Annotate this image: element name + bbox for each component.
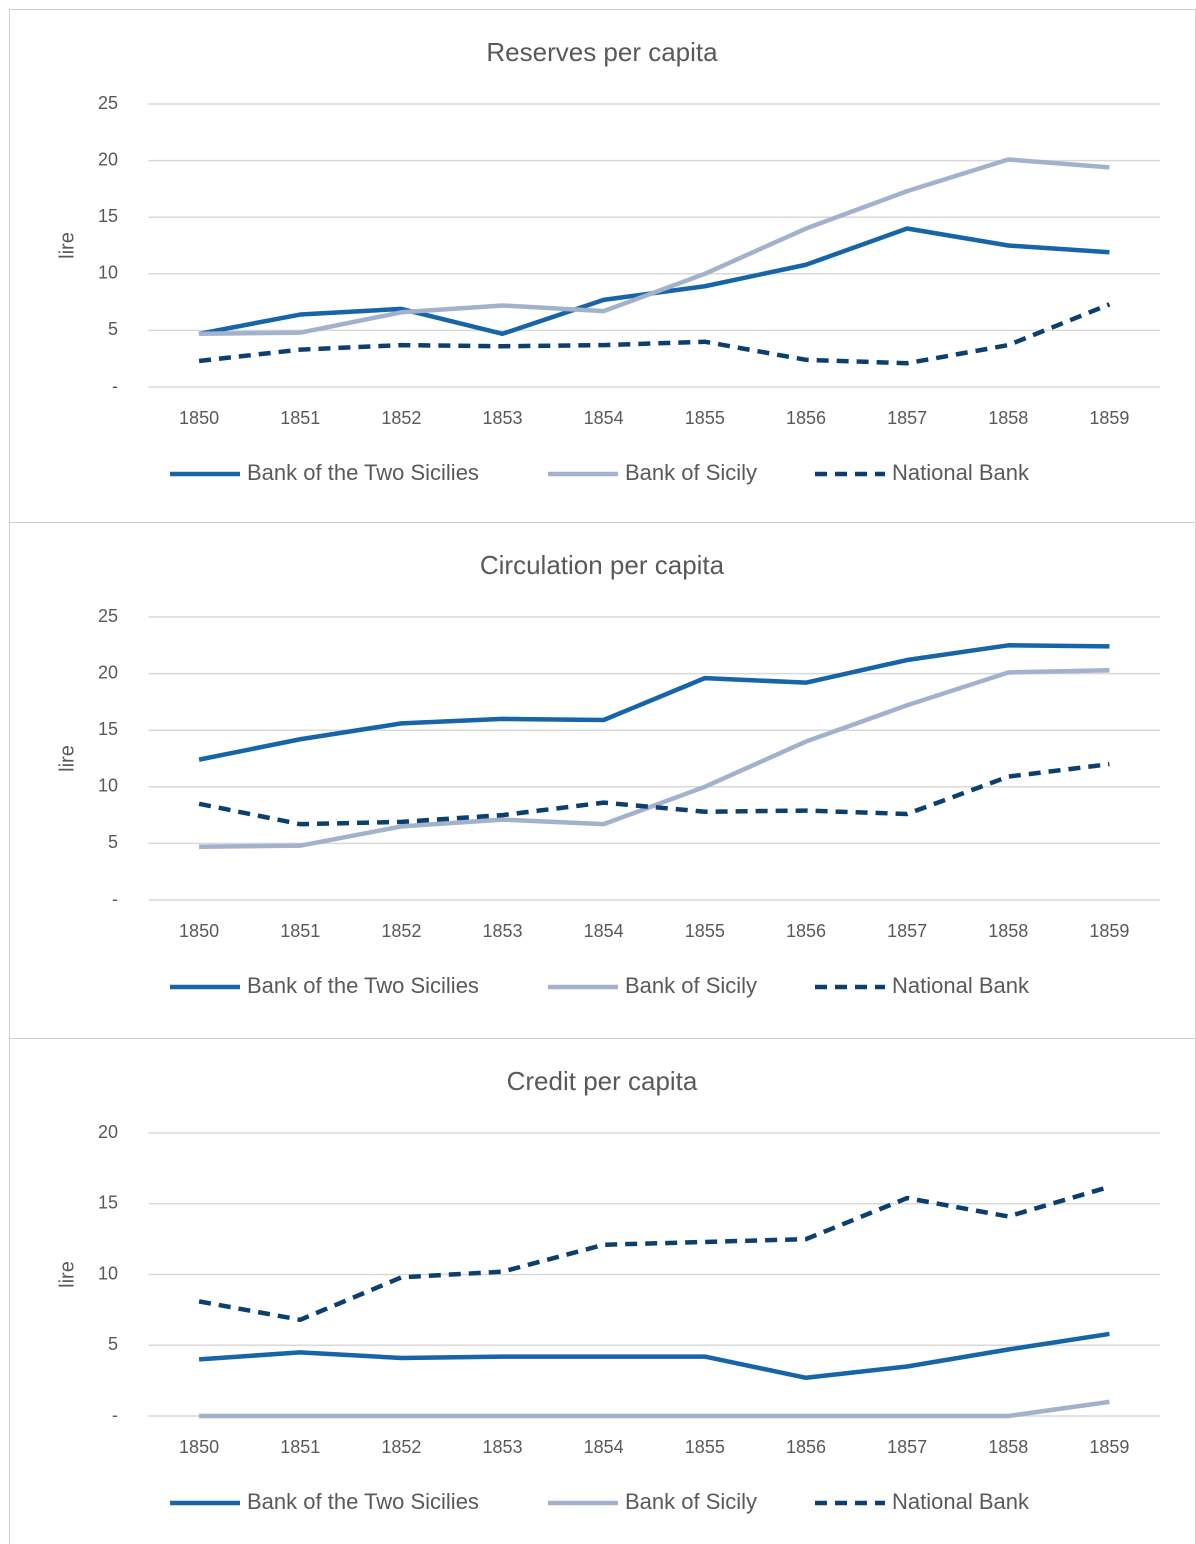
y-tick-label: 5: [108, 1334, 118, 1354]
series-line: [199, 667, 1110, 850]
x-tick-label: 1859: [1089, 408, 1129, 428]
x-tick-label: 1857: [887, 1437, 927, 1457]
series-line: [198, 1331, 1110, 1381]
panel-border: [9, 9, 1196, 523]
legend-label: Bank of the Two Sicilies: [247, 460, 479, 485]
x-tick-label: 1856: [786, 1437, 826, 1457]
x-tick-label: 1856: [786, 408, 826, 428]
y-tick-label: 10: [98, 263, 118, 283]
x-tick-label: 1854: [584, 1437, 624, 1457]
series-line: [198, 226, 1110, 337]
y-tick-label: 15: [98, 1193, 118, 1213]
series-line: [198, 643, 1110, 762]
x-tick-label: 1852: [381, 408, 421, 428]
y-tick-label: -: [112, 376, 118, 396]
x-tick-label: 1850: [179, 921, 219, 941]
x-tick-label: 1851: [280, 1437, 320, 1457]
x-tick-label: 1856: [786, 921, 826, 941]
panel-border: [9, 1038, 1196, 1544]
x-tick-label: 1850: [179, 408, 219, 428]
x-tick-label: 1857: [887, 408, 927, 428]
legend-label: National Bank: [892, 973, 1030, 998]
series-line: [198, 761, 1110, 827]
x-tick-label: 1851: [280, 408, 320, 428]
x-tick-label: 1859: [1089, 921, 1129, 941]
chart-panel: Credit per capita lire - 5 10 15 20 1850 1851 185…: [9, 1038, 1196, 1544]
x-tick-label: 1851: [280, 921, 320, 941]
y-tick-label: 20: [98, 1122, 118, 1142]
y-axis-label: lire: [56, 745, 78, 772]
x-tick-label: 1853: [483, 1437, 523, 1457]
y-tick-label: 20: [98, 149, 118, 169]
y-tick-label: 10: [98, 776, 118, 796]
panel-border: [9, 522, 1196, 1039]
y-tick-label: 20: [98, 662, 118, 682]
series-line: [198, 1184, 1111, 1323]
x-tick-label: 1850: [179, 1437, 219, 1457]
legend-label: Bank of Sicily: [625, 973, 757, 998]
x-tick-label: 1858: [988, 408, 1028, 428]
chart-title: Circulation per capita: [480, 550, 725, 580]
legend-label: Bank of Sicily: [625, 1489, 757, 1514]
x-tick-label: 1855: [685, 1437, 725, 1457]
legend-label: Bank of the Two Sicilies: [247, 1489, 479, 1514]
x-tick-label: 1858: [988, 921, 1028, 941]
legend-label: Bank of Sicily: [625, 460, 757, 485]
x-tick-label: 1853: [483, 408, 523, 428]
series-line: [199, 157, 1110, 337]
y-tick-label: 25: [98, 93, 118, 113]
x-tick-label: 1852: [381, 921, 421, 941]
y-tick-label: 25: [98, 606, 118, 626]
legend-label: Bank of the Two Sicilies: [247, 973, 479, 998]
x-tick-label: 1858: [988, 1437, 1028, 1457]
chart-title: Credit per capita: [507, 1066, 698, 1096]
chart-title: Reserves per capita: [486, 37, 718, 67]
y-tick-label: 15: [98, 719, 118, 739]
x-tick-label: 1852: [381, 1437, 421, 1457]
legend-label: National Bank: [892, 1489, 1030, 1514]
x-tick-label: 1857: [887, 921, 927, 941]
y-tick-label: 5: [108, 832, 118, 852]
series-line: [199, 1399, 1110, 1419]
legend-label: National Bank: [892, 460, 1030, 485]
y-tick-label: 10: [98, 1263, 118, 1283]
x-tick-label: 1854: [584, 408, 624, 428]
y-tick-label: 5: [108, 319, 118, 339]
y-axis-label: lire: [56, 232, 78, 259]
x-tick-label: 1854: [584, 921, 624, 941]
x-tick-label: 1855: [685, 921, 725, 941]
chart-panel: Reserves per capita lire - 5 10 15 20 25 1850 185…: [9, 9, 1196, 523]
x-tick-label: 1853: [483, 921, 523, 941]
series-line: [198, 302, 1111, 366]
y-axis-label: lire: [56, 1261, 78, 1288]
y-tick-label: -: [112, 889, 118, 909]
y-tick-label: 15: [98, 206, 118, 226]
y-tick-label: -: [112, 1405, 118, 1425]
x-tick-label: 1855: [685, 408, 725, 428]
x-tick-label: 1859: [1089, 1437, 1129, 1457]
chart-panel: Circulation per capita lire - 5 10 15 20 25 1850…: [9, 522, 1196, 1039]
